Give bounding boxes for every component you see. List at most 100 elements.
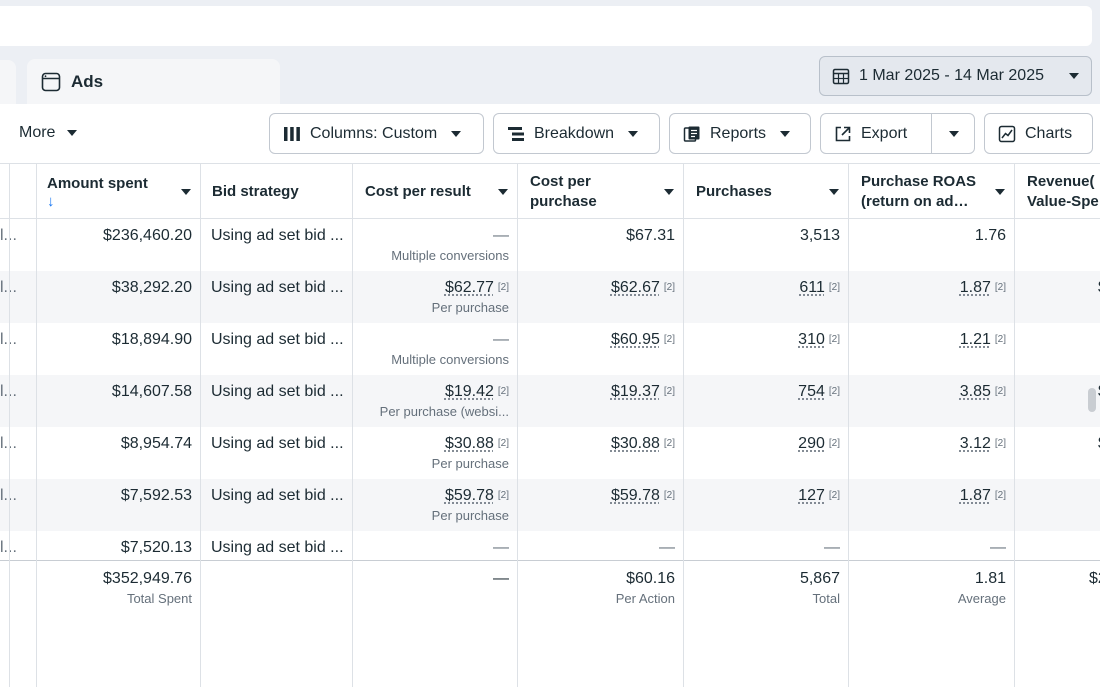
header-cost-per-purchase[interactable]: Cost per purchase [518,164,684,219]
bid-strategy-cell: Using ad set bid ... [201,427,353,479]
charts-button[interactable]: Charts [984,113,1093,154]
row-name-cell: l... [0,219,36,279]
purchases-cell: 310 [2] [684,323,849,375]
cost-per-result-cell-text[interactable]: $19.42 [445,383,494,400]
purchase-roas-cell-text[interactable]: 3.85 [960,383,991,400]
purchases-cell-text[interactable]: 290 [798,435,825,452]
total-amount-spent: $352,949.76 Total Spent [36,561,201,621]
purchase-roas-cell-text: — [990,539,1006,556]
date-range-picker[interactable]: 1 Mar 2025 - 14 Mar 2025 [819,56,1092,96]
chevron-down-icon [995,189,1005,195]
purchases-cell-text[interactable]: 754 [798,383,825,400]
cost-per-result-cell: —Multiple conversions [353,219,518,271]
bid-strategy-cell: Using ad set bid ... [201,323,353,375]
cost-per-result-cell-text[interactable]: $59.78 [445,487,494,504]
revenue-cell: $ [1015,427,1100,479]
cost-per-purchase-cell-text[interactable]: $19.37 [611,383,660,400]
cost-per-result-cell-caption: Per purchase [353,300,509,316]
purchase-roas-cell-text[interactable]: 1.87 [960,279,991,296]
search-bar[interactable] [0,6,1092,46]
table-row[interactable]: l...$18,894.90Using ad set bid ...—Multi… [0,323,1100,375]
header-roas-line1: Purchase ROAS [861,172,976,192]
column-divider [683,164,684,687]
table-row[interactable]: l...$236,460.20Using ad set bid ...—Mult… [0,219,1100,271]
header-amount-spent[interactable]: Amount spent ↓ [36,164,201,219]
breakdown-button[interactable]: Breakdown [493,113,660,154]
cost-per-purchase-cell-text[interactable]: $60.95 [611,331,660,348]
purchase-roas-cell-text[interactable]: 1.87 [960,487,991,504]
cost-per-purchase-cell-value: $60.95 [2] [518,331,675,349]
report-panel: More Columns: Custom Breakdown Reports [0,104,1100,686]
cost-per-result-cell: $30.88 [2] Per purchase [353,427,518,479]
cost-per-purchase-cell-text[interactable]: $59.78 [611,487,660,504]
column-divider [352,164,353,687]
header-cost-per-result[interactable]: Cost per result [353,164,518,219]
chevron-down-icon [451,131,461,137]
cost-per-result-cell-text[interactable]: $30.88 [445,435,494,452]
row-name-cell: l... [0,479,36,539]
header-cost-per-purchase-text: Cost per purchase [530,172,597,212]
reports-button[interactable]: Reports [669,113,811,154]
total-amount-spent-value: $352,949.76 [36,570,192,588]
sort-descending-icon: ↓ [47,194,148,210]
amount-spent-cell-value: $38,292.20 [36,279,192,297]
header-purchase-roas[interactable]: Purchase ROAS (return on ad… [849,164,1015,219]
purchases-cell-text: — [824,539,840,556]
tab-previous[interactable] [0,60,16,104]
header-revenue[interactable]: Revenue( Value-Spe [1015,164,1100,219]
cost-per-purchase-cell-text[interactable]: $30.88 [611,435,660,452]
export-options-button[interactable] [932,114,976,153]
purchases-cell: 754 [2] [684,375,849,427]
footnote-marker: [2] [995,282,1006,293]
cost-per-result-cell-text: — [493,539,509,556]
columns-button[interactable]: Columns: Custom [269,113,484,154]
purchases-cell-text[interactable]: 611 [799,279,825,296]
header-amount-spent-label: Amount spent [47,175,148,192]
calendar-icon [832,67,850,85]
table-row[interactable]: l...$14,607.58Using ad set bid ...$19.42… [0,375,1100,427]
column-divider [848,164,849,687]
purchases-cell-text[interactable]: 127 [798,487,825,504]
cost-per-purchase-cell-value: $30.88 [2] [518,435,675,453]
table-row[interactable]: l...$38,292.20Using ad set bid ...$62.77… [0,271,1100,323]
chevron-down-icon [1069,73,1079,79]
purchases-cell-text[interactable]: 310 [798,331,825,348]
total-revenue-value: $2 [1089,570,1100,588]
cost-per-purchase-cell-text: $67.31 [626,227,675,244]
footnote-marker: [2] [498,282,509,293]
amount-spent-cell: $14,607.58 [36,375,201,427]
purchases-cell-value: 611 [2] [684,279,840,297]
purchases-cell-value: 754 [2] [684,383,840,401]
header-purchase-roas-text: Purchase ROAS (return on ad… [861,172,976,212]
total-cost-per-result: — [353,561,518,621]
table-row[interactable]: l...$8,954.74Using ad set bid ...$30.88[… [0,427,1100,479]
cost-per-result-cell-text[interactable]: $62.77 [445,279,494,296]
more-button[interactable]: More [19,124,77,142]
header-bid-strategy[interactable]: Bid strategy [201,164,353,219]
export-button[interactable]: Export [820,113,975,154]
purchases-cell-value: 310 [2] [684,331,840,349]
header-purchases[interactable]: Purchases [684,164,849,219]
bid-strategy-cell: Using ad set bid ... [201,219,353,271]
cost-per-purchase-cell: $59.78 [2] [518,479,684,531]
total-cost-per-purchase-value: $60.16 [518,570,675,588]
tab-ads[interactable]: Ads [27,59,280,104]
cost-per-purchase-cell-text[interactable]: $62.67 [611,279,660,296]
amount-spent-cell-value: $7,520.13 [36,539,192,557]
row-name-cell: l... [0,271,36,331]
purchase-roas-cell-text[interactable]: 1.21 [960,331,991,348]
total-purchases-value: 5,867 [684,570,840,588]
cost-per-result-cell: $62.77 [2] Per purchase [353,271,518,323]
cost-per-purchase-cell: $62.67 [2] [518,271,684,323]
purchase-roas-cell-value: 3.85 [2] [849,383,1006,401]
table-row[interactable]: l...$7,592.53Using ad set bid ...$59.78[… [0,479,1100,531]
table-header: Amount spent ↓ Bid strategy Cost per res… [0,164,1100,219]
header-roas-line2: (return on ad… [861,192,976,212]
total-purchases: 5,867 Total [684,561,849,621]
purchase-roas-cell-text[interactable]: 3.12 [960,435,991,452]
column-resize-handle[interactable] [1088,388,1096,412]
footnote-marker: [2] [498,438,509,449]
footnote-marker: [2] [829,438,840,449]
purchases-cell: 290 [2] [684,427,849,479]
footnote-marker: [2] [995,386,1006,397]
